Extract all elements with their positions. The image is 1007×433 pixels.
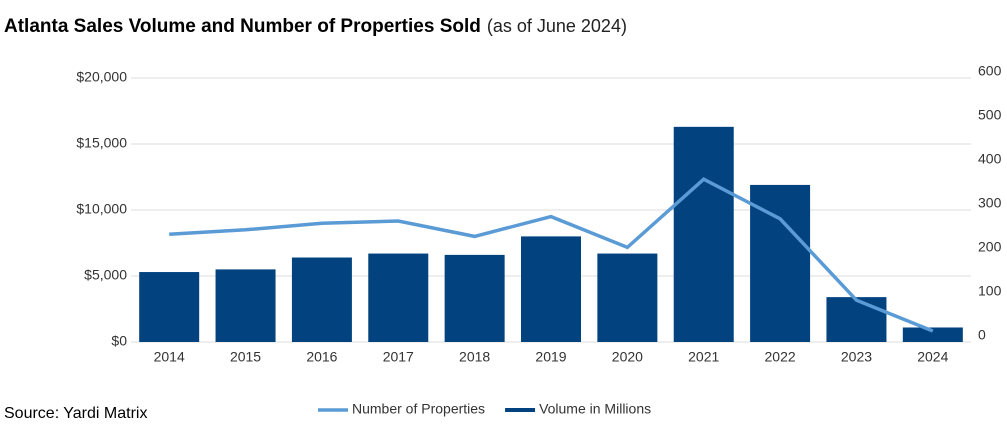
y-tick-label: $5,000	[84, 267, 127, 283]
y2-tick-label: 300	[978, 195, 1002, 211]
legend-label: Number of Properties	[352, 401, 485, 417]
y2-tick-label: 0	[978, 327, 986, 343]
x-tick-label: 2016	[306, 349, 337, 365]
source: Source: Yardi Matrix	[4, 405, 147, 422]
y-tick-label: $20,000	[76, 69, 127, 85]
bar	[444, 254, 505, 342]
x-tick-label: 2014	[154, 349, 185, 365]
y2-tick-label: 400	[978, 151, 1002, 167]
y2-tick-label: 200	[978, 239, 1002, 255]
y-tick-label: $15,000	[76, 135, 127, 151]
x-tick-label: 2015	[230, 349, 261, 365]
bar	[291, 257, 352, 342]
line	[169, 177, 934, 333]
x-tick-label: 2023	[841, 349, 872, 365]
bar	[673, 126, 734, 342]
y2-tick-label: 500	[978, 107, 1002, 123]
bar	[215, 269, 276, 342]
bar	[368, 253, 429, 342]
y-tick-label: $0	[111, 333, 127, 349]
bar	[826, 297, 887, 342]
x-tick-label: 2017	[383, 349, 414, 365]
legend-swatch	[505, 408, 536, 412]
x-tick-label: 2018	[459, 349, 490, 365]
x-tick-label: 2020	[612, 349, 643, 365]
bar	[139, 272, 200, 342]
x-tick-label: 2022	[765, 349, 796, 365]
y2-tick-label: 600	[978, 63, 1002, 79]
y2-tick-label: 100	[978, 283, 1002, 299]
x-tick-label: 2024	[917, 349, 948, 365]
legend-label: Volume in Millions	[539, 401, 651, 417]
chart-subtitle: (as of June 2024)	[487, 16, 627, 36]
x-tick-label: 2021	[688, 349, 719, 365]
bar	[521, 236, 581, 342]
bar	[597, 253, 658, 342]
x-tick-label: 2019	[535, 349, 566, 365]
bar	[902, 327, 963, 342]
bar	[750, 184, 811, 342]
chart-title: Atlanta Sales Volume and Number of Prope…	[4, 16, 481, 37]
y-tick-label: $10,000	[76, 201, 127, 217]
